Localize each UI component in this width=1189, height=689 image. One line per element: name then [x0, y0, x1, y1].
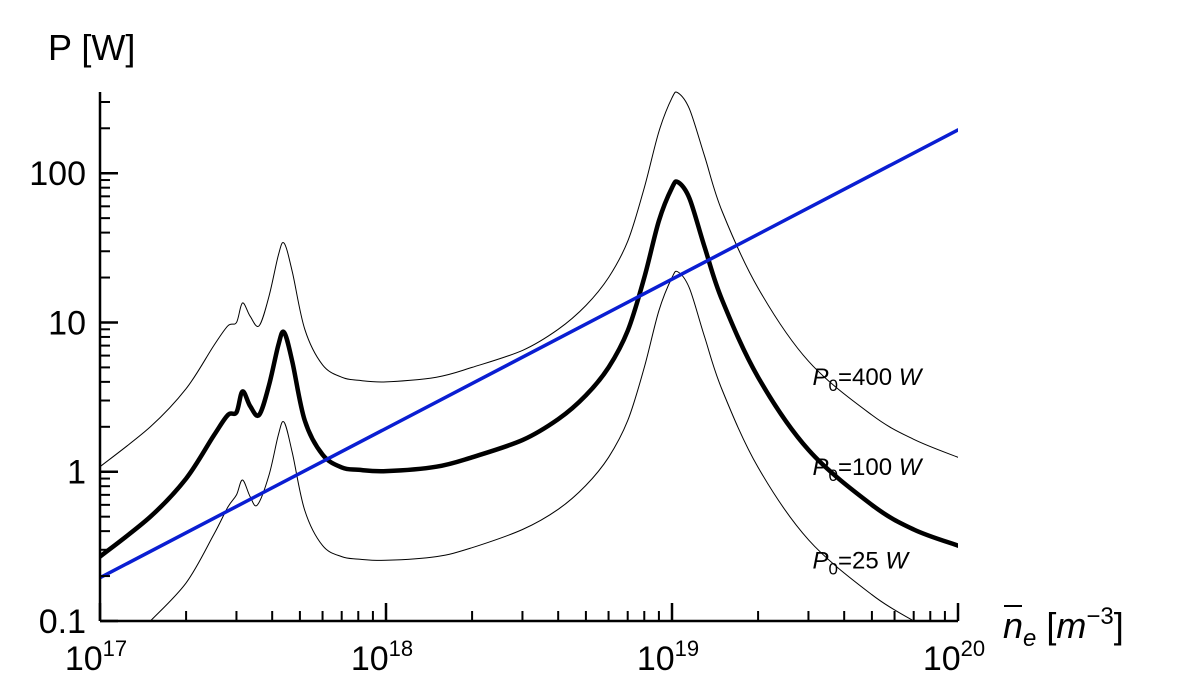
y-tick-label: 100: [29, 155, 86, 193]
x-axis-title-bracket-close: ]: [1114, 605, 1124, 646]
x-tick-exp: 20: [961, 636, 985, 661]
series-label: P0=25 W: [813, 547, 911, 578]
x-axis-title: ne [m−3]: [1003, 603, 1124, 652]
series-label-sub: 0: [829, 559, 838, 578]
series-label: P0=100 W: [813, 454, 924, 485]
series-label-unit: W: [899, 454, 924, 481]
series-label-sub: 0: [829, 376, 838, 395]
x-axis-title-unit-exp: −3: [1086, 603, 1113, 630]
x-axis-title-unit: m: [1056, 605, 1086, 646]
x-axis-title-bracket-open: [: [1036, 605, 1056, 646]
series-label-p: P: [813, 547, 829, 574]
series-line-p0-25-w: [149, 270, 915, 621]
labels-layer: P [W]ne [m−3]P0=400 WP0=100 WP0=25 W: [48, 27, 1124, 652]
x-tick-label: 1019: [637, 636, 699, 678]
x-axis-title-subscript: e: [1023, 625, 1036, 652]
series-line-p0-100-w: [100, 179, 958, 559]
x-tick-exp: 18: [389, 636, 413, 661]
y-tick-label: 10: [48, 304, 86, 342]
series-label-value: =25: [838, 547, 885, 574]
x-tick-base: 10: [65, 640, 103, 678]
series-line-loss-line: [100, 128, 958, 580]
series-label-value: =100: [838, 454, 899, 481]
x-tick-label: 1020: [923, 636, 985, 678]
series-line-p0-400-w: [100, 91, 958, 468]
y-axis-title: P [W]: [48, 27, 135, 68]
x-tick-exp: 19: [675, 636, 699, 661]
series-label-sub: 0: [829, 466, 838, 485]
series-label-p: P: [813, 364, 829, 391]
curves-layer: [100, 91, 958, 621]
series-label-unit: W: [899, 364, 924, 391]
series-label-p: P: [813, 454, 829, 481]
y-tick-label: 0.1: [39, 603, 86, 641]
x-tick-label: 1018: [351, 636, 413, 678]
x-tick-base: 10: [637, 640, 675, 678]
x-axis-title-base: n: [1003, 605, 1023, 646]
x-tick-exp: 17: [103, 636, 127, 661]
series-label: P0=400 W: [813, 364, 924, 395]
series-label-unit: W: [885, 547, 910, 574]
x-tick-base: 10: [351, 640, 389, 678]
series-label-value: =400: [838, 364, 899, 391]
x-tick-label: 1017: [65, 636, 127, 678]
y-tick-label: 1: [67, 454, 86, 492]
x-tick-base: 10: [923, 640, 961, 678]
